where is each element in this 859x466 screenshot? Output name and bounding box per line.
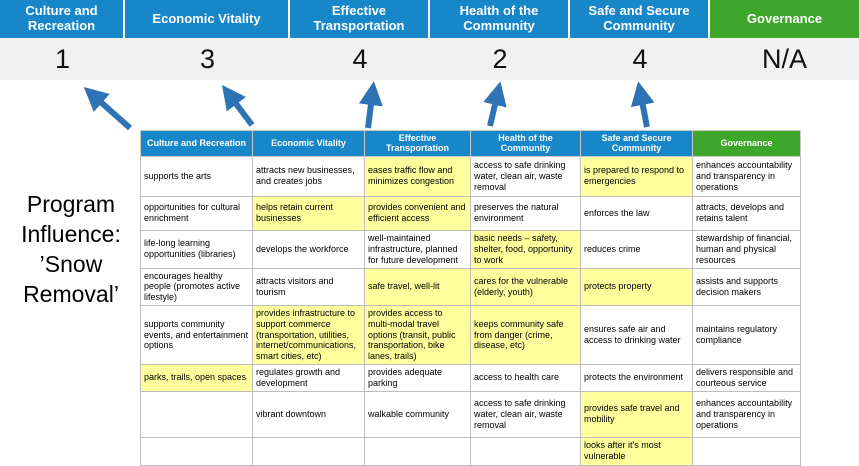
banner-category-label: Effective Transportation bbox=[313, 3, 405, 33]
banner-category-governance: Governance bbox=[710, 0, 859, 38]
score-strip: 1 3 4 2 4 N/A bbox=[0, 38, 859, 80]
banner-category-label: Economic Vitality bbox=[152, 10, 261, 26]
matrix-cell: maintains regulatory compliance bbox=[692, 305, 801, 366]
banner-category-safe-secure-community: Safe and Secure Community bbox=[570, 0, 710, 38]
score-culture-recreation: 1 bbox=[54, 43, 71, 74]
score-economic-vitality: 3 bbox=[199, 43, 216, 74]
matrix-cell: protects property bbox=[580, 267, 693, 307]
matrix-cell: basic needs – safety, shelter, food, opp… bbox=[470, 229, 581, 269]
up-arrow-icon bbox=[483, 81, 507, 127]
table-row: supports the arts attracts new businesses… bbox=[140, 155, 801, 197]
banner-category-health-community: Health of the Community bbox=[430, 0, 570, 38]
matrix-cell: preserves the natural environment bbox=[470, 195, 581, 231]
matrix-column-header: Economic Vitality bbox=[252, 130, 365, 157]
matrix-cell: safe travel, well-lit bbox=[364, 267, 471, 307]
matrix-cell: attracts new businesses, and creates job… bbox=[252, 155, 365, 197]
matrix-cell: is prepared to respond to emergencies bbox=[580, 155, 693, 197]
matrix-cell: protects the environment bbox=[580, 364, 693, 392]
matrix-cell: eases traffic flow and minimizes congest… bbox=[364, 155, 471, 197]
category-matrix-table: Culture and Recreation Economic Vitality E… bbox=[140, 130, 801, 466]
table-row: parks, trails, open spaces regulates grow… bbox=[140, 364, 801, 392]
matrix-cell: walkable community bbox=[364, 390, 471, 438]
matrix-cell: delivers responsible and courteous servi… bbox=[692, 364, 801, 392]
matrix-cell bbox=[470, 436, 581, 466]
matrix-cell: parks, trails, open spaces bbox=[140, 364, 253, 392]
banner-category-culture-recreation: Culture and Recreation bbox=[0, 0, 125, 38]
matrix-column-header: Culture and Recreation bbox=[140, 130, 253, 157]
matrix-cell: vibrant downtown bbox=[252, 390, 365, 438]
score-governance: N/A bbox=[761, 43, 807, 74]
matrix-cell: provides safe travel and mobility bbox=[580, 390, 693, 438]
banner-category-economic-vitality: Economic Vitality bbox=[125, 0, 290, 38]
matrix-cell bbox=[252, 436, 365, 466]
matrix-cell: helps retain current businesses bbox=[252, 195, 365, 231]
up-arrow-icon bbox=[358, 81, 383, 129]
banner-category-effective-transportation: Effective Transportation bbox=[290, 0, 430, 38]
table-row: supports community events, and entertain… bbox=[140, 305, 801, 366]
matrix-cell: enhances accountability and transparency… bbox=[692, 155, 801, 197]
up-arrow-icon bbox=[222, 85, 255, 127]
matrix-header-row: Culture and Recreation Economic Vitality E… bbox=[140, 130, 801, 157]
matrix-cell: supports the arts bbox=[140, 155, 253, 197]
matrix-column-header: Effective Transportation bbox=[364, 130, 471, 157]
matrix-cell: encourages healthy people (promotes acti… bbox=[140, 267, 253, 307]
matrix-cell: provides convenient and efficient access bbox=[364, 195, 471, 231]
table-row: life-long learning opportunities (librar… bbox=[140, 229, 801, 269]
up-arrow-icon bbox=[83, 87, 132, 131]
table-row: encourages healthy people (promotes acti… bbox=[140, 267, 801, 307]
matrix-cell: looks after it's most vulnerable bbox=[580, 436, 693, 466]
matrix-cell: access to safe drinking water, clean air… bbox=[470, 155, 581, 197]
program-influence-label: Program Influence: ’Snow Removal’ bbox=[21, 191, 121, 307]
matrix-cell: supports community events, and entertain… bbox=[140, 305, 253, 366]
score-health-community: 2 bbox=[492, 43, 508, 74]
matrix-cell: provides infrastructure to support comme… bbox=[252, 305, 365, 366]
table-row: vibrant downtown walkable community access… bbox=[140, 390, 801, 438]
score-effective-transportation: 4 bbox=[352, 43, 368, 74]
matrix-cell: provides adequate parking bbox=[364, 364, 471, 392]
score-arrows bbox=[83, 81, 655, 131]
banner-category-label: Safe and Secure Community bbox=[588, 3, 690, 33]
matrix-cell: cares for the vulnerable (elderly, youth… bbox=[470, 267, 581, 307]
matrix-cell: keeps community safe from danger (crime,… bbox=[470, 305, 581, 366]
banner-category-label: Health of the Community bbox=[459, 3, 539, 33]
matrix-cell bbox=[140, 436, 253, 466]
matrix-cell: develops the workforce bbox=[252, 229, 365, 269]
matrix-cell: assists and supports decision makers bbox=[692, 267, 801, 307]
matrix-cell: access to safe drinking water, clean air… bbox=[470, 390, 581, 438]
matrix-cell: attracts visitors and tourism bbox=[252, 267, 365, 307]
matrix-cell bbox=[364, 436, 471, 466]
up-arrow-icon bbox=[630, 81, 655, 128]
matrix-cell: enhances accountability and transparency… bbox=[692, 390, 801, 438]
matrix-cell: well-maintained infrastructure, planned … bbox=[364, 229, 471, 269]
matrix-column-header: Governance bbox=[692, 130, 801, 157]
banner-category-label: Culture and Recreation bbox=[25, 3, 98, 33]
matrix-cell: provides access to multi-modal travel op… bbox=[364, 305, 471, 366]
category-banner: Culture and Recreation Economic Vitality… bbox=[0, 0, 859, 38]
score-safe-secure-community: 4 bbox=[632, 43, 648, 74]
matrix-cell: ensures safe air and access to drinking … bbox=[580, 305, 693, 366]
matrix-cell: enforces the law bbox=[580, 195, 693, 231]
matrix-cell bbox=[692, 436, 801, 466]
matrix-cell bbox=[140, 390, 253, 438]
matrix-cell: stewardship of financial, human and phys… bbox=[692, 229, 801, 269]
table-row: looks after it's most vulnerable bbox=[140, 436, 801, 466]
matrix-cell: regulates growth and development bbox=[252, 364, 365, 392]
matrix-cell: opportunities for cultural enrichment bbox=[140, 195, 253, 231]
matrix-column-header: Health of the Community bbox=[470, 130, 581, 157]
matrix-cell: life-long learning opportunities (librar… bbox=[140, 229, 253, 269]
table-row: opportunities for cultural enrichment hel… bbox=[140, 195, 801, 231]
matrix-cell: attracts, develops and retains talent bbox=[692, 195, 801, 231]
banner-category-label: Governance bbox=[746, 10, 823, 26]
matrix-cell: reduces crime bbox=[580, 229, 693, 269]
matrix-column-header: Safe and Secure Community bbox=[580, 130, 693, 157]
matrix-cell: access to health care bbox=[470, 364, 581, 392]
